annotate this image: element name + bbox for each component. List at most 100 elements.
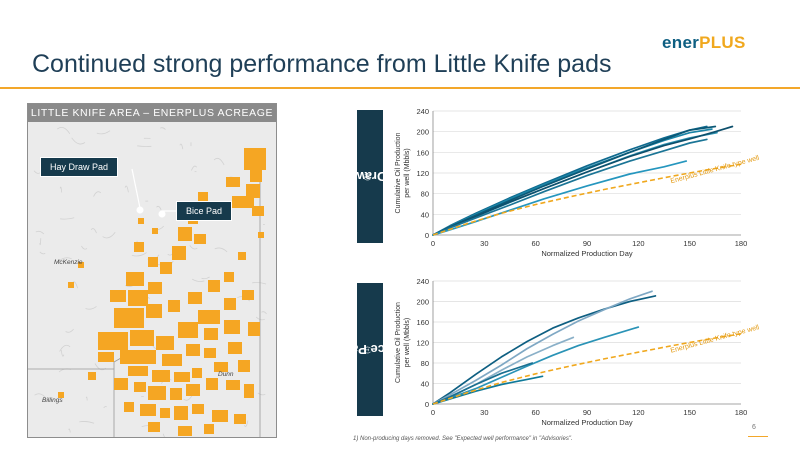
terrain-line [103,406,107,409]
acreage-block [162,354,182,366]
acreage-block [130,330,154,346]
terrain-line [93,191,102,197]
well-series-line [432,160,688,236]
acreage-block [78,262,84,268]
y-tick-label: 80 [421,359,429,368]
bice-pad-marker [158,210,166,218]
x-tick-label: 0 [431,408,435,417]
terrain-line [213,157,225,166]
y-tick-label: 40 [421,380,429,389]
map-header: LITTLE KNIFE AREA – ENERPLUS ACREAGE [28,104,276,122]
county-label-billings: Billings [42,397,63,404]
acreage-block [252,206,264,216]
terrain-line [244,420,249,427]
terrain-line [201,276,210,280]
terrain-line [102,232,116,239]
acreage-block [186,344,200,356]
terrain-line [79,421,95,424]
acreage-block [168,300,180,312]
acreage-block [204,348,216,358]
terrain-line [60,217,75,220]
terrain-line [183,395,193,401]
well-series-line [432,138,708,236]
well-series-line [432,125,734,236]
y-tick-label: 160 [416,318,429,327]
chart-bice: 0 40 80 120 160 200 240 0 30 60 90 120 150 180 Normali… [395,277,760,427]
acreage-block [174,406,188,420]
acreage-block [232,196,254,208]
terrain-line [34,393,48,400]
acreage-block [228,342,242,354]
acreage-block [224,272,234,282]
terrain-line [35,230,45,235]
acreage-block [148,257,158,267]
acreage-block [198,192,208,202]
acreage-map-panel: LITTLE KNIFE AREA – ENERPLUS ACREAGE McK… [27,103,277,438]
well-series-line [432,375,544,405]
terrain-line [156,205,162,211]
county-label-mckenzie: McKenzie [54,259,83,266]
terrain-line [214,247,228,253]
terrain-line [81,245,88,250]
acreage-block [146,304,162,318]
acreage-block [248,322,260,336]
acreage-block [188,292,202,304]
terrain-line [96,130,111,135]
x-tick-label: 30 [480,408,488,417]
acreage-block [238,252,246,260]
type-curve-line [432,333,742,405]
y-axis-label: Cumulative Oil Production per well (Mbbls… [395,132,411,213]
y-tick-label: 120 [416,339,429,348]
y-tick-label: 200 [416,128,429,137]
acreage-block [198,310,220,324]
type-curve-label: Enerplus Little Knife type well [670,324,761,355]
footnote: 1) Non-producing days removed. See "Expe… [353,436,573,442]
y-tick-label: 80 [421,190,429,199]
y-tick-label: 0 [425,400,429,409]
acreage-block [246,184,260,198]
x-tick-label: 60 [531,408,539,417]
acreage-block [172,246,186,260]
acreage-block [124,402,134,412]
acreage-block [160,408,170,418]
acreage-block [134,382,146,392]
page-number: 6 [752,424,756,431]
terrain-line [85,306,97,310]
bice-pad-callout: Bice Pad [176,201,233,221]
enerplus-logo: enerPLUS [662,33,746,52]
acreage-block [110,290,126,302]
acreage-block [224,298,236,310]
terrain-line [39,251,46,255]
terrain-line [71,137,86,145]
terrain-line [131,252,147,257]
acreage-block [206,378,218,390]
terrain-line [252,282,267,285]
terrain-line [255,316,266,321]
page-number-rule [748,436,768,437]
acreage-block [174,372,190,382]
x-axis-label: Normalized Production Day [541,249,633,258]
x-tick-label: 90 [583,239,591,248]
x-tick-label: 60 [531,239,539,248]
acreage-block [148,422,160,432]
terrain-line [90,228,97,234]
title-divider [0,87,800,89]
terrain-line [65,328,74,333]
acreage-block [58,392,64,398]
acreage-block [212,410,228,422]
x-tick-label: 180 [735,408,748,417]
acreage-block [128,366,148,376]
terrain-line [57,257,72,263]
acreage-map: McKenzie Dunn Billings [28,122,276,437]
hay-draw-pad-label: Hay Draw Pad (1) [327,110,413,243]
acreage-block [258,232,264,238]
acreage-block [204,424,214,434]
x-tick-label: 30 [480,239,488,248]
county-label-dunn: Dunn [218,371,234,378]
y-axis-label: Cumulative Oil Production per well (Mbbls… [395,302,411,383]
x-tick-label: 120 [632,239,645,248]
acreage-block [208,280,220,292]
acreage-block [128,290,148,306]
well-series-line [432,295,657,405]
